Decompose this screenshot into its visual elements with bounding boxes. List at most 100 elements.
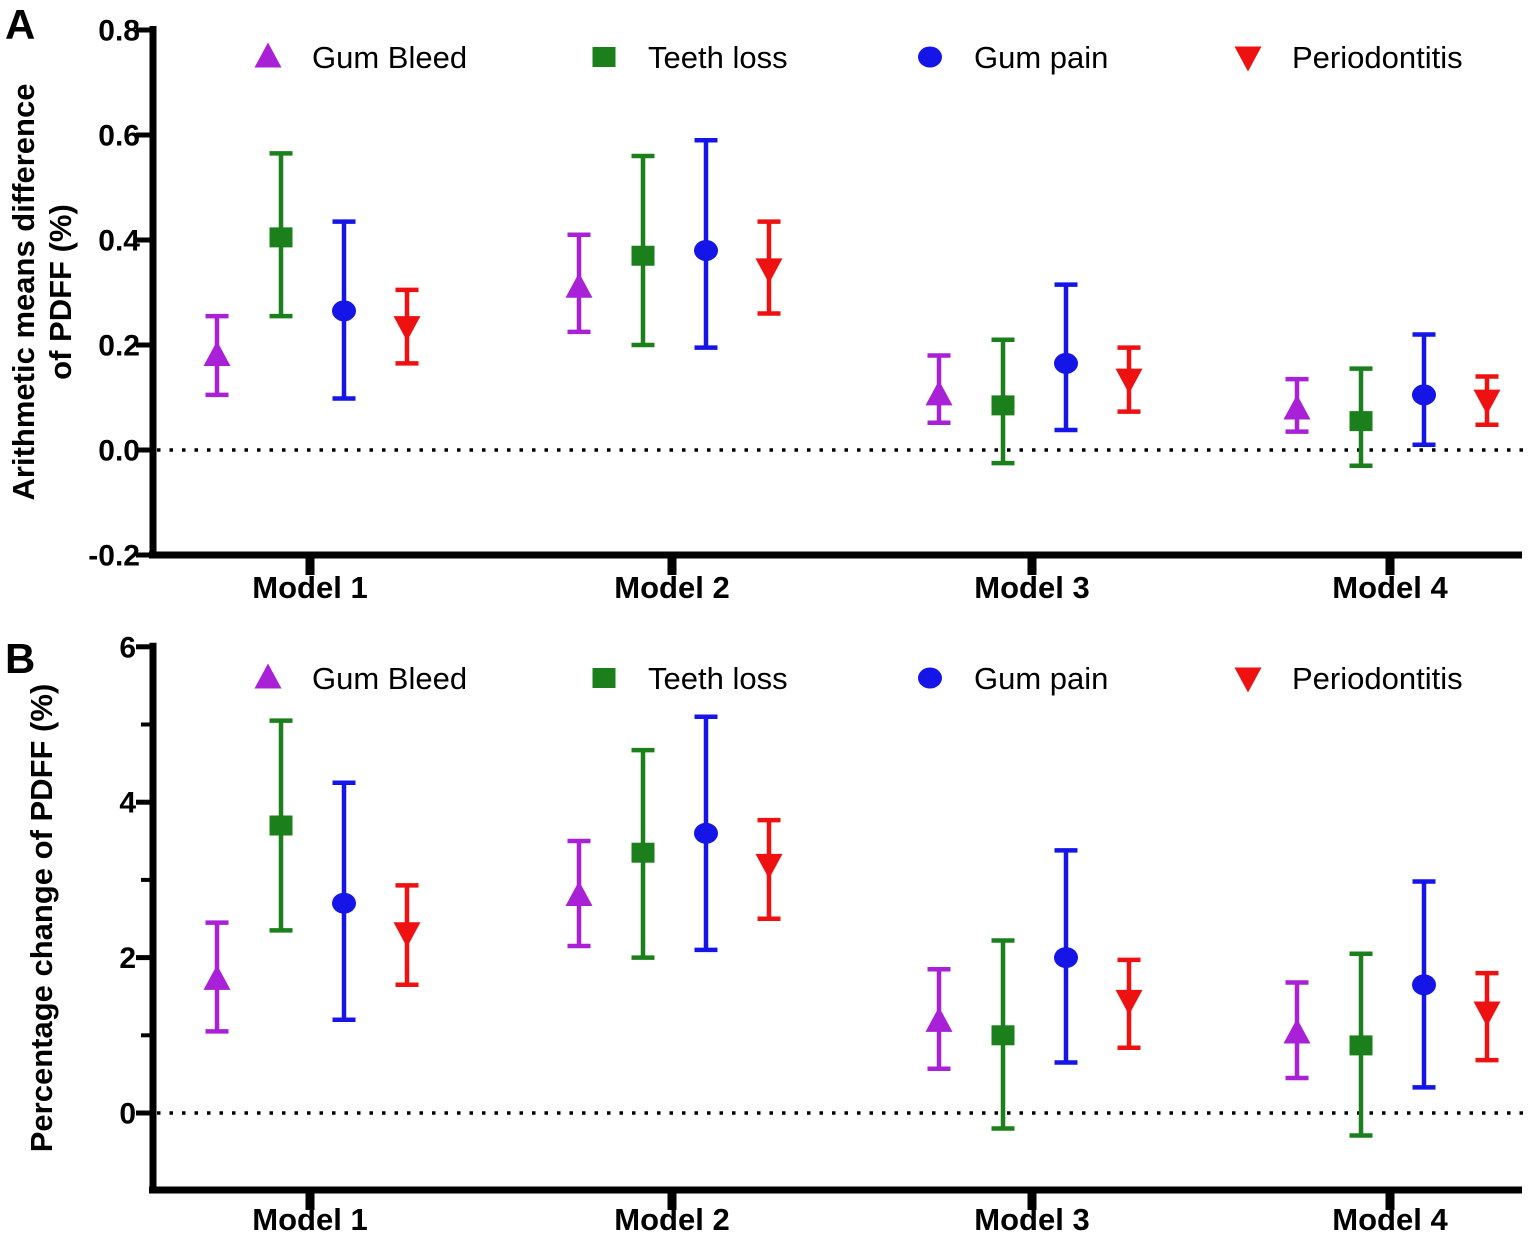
legend-item: Gum pain <box>918 661 1108 696</box>
errorbar-panelB-model3-series2 <box>991 938 1015 1131</box>
point-marker-triangle-up <box>925 1006 953 1032</box>
errorbar-panelB-model4-series2 <box>1349 951 1373 1138</box>
legend-label: Gum pain <box>974 40 1108 75</box>
y-tick-label: 0.2 <box>98 330 140 363</box>
point-marker-circle <box>1054 352 1078 374</box>
point-marker-square <box>269 815 293 836</box>
errorbar-panelA-model3-series2 <box>991 337 1015 466</box>
point-marker-triangle-up <box>1283 394 1311 420</box>
point-marker-circle <box>1412 974 1436 996</box>
legend-item: Gum Bleed <box>254 661 467 696</box>
errorbar-panelB-model1-series1 <box>203 920 231 1034</box>
point-marker-triangle-up <box>565 880 593 906</box>
point-marker-triangle-up <box>1283 1018 1311 1044</box>
errorbar-panelA-model2-series1 <box>565 232 593 335</box>
errorbar-panelA-model3-series1 <box>925 353 953 425</box>
legend-item: Teeth loss <box>592 661 788 696</box>
errorbar-panelB-model3-series3 <box>1054 848 1078 1065</box>
point-marker-square <box>1349 1035 1373 1056</box>
point-marker-square <box>631 842 655 863</box>
point-marker-triangle-down <box>755 258 783 284</box>
point-marker-circle <box>694 822 718 844</box>
panel-a-label: A <box>5 1 36 48</box>
x-category-label: Model 2 <box>614 1202 729 1236</box>
errorbar-panelB-model2-series1 <box>565 838 593 949</box>
legend-circle-icon <box>918 46 942 68</box>
y-axis-title: Arithmetic means difference <box>6 84 41 501</box>
errorbar-panelB-model2-series3 <box>694 714 718 953</box>
errorbar-panelA-model1-series2 <box>269 151 293 319</box>
y-tick-label: 0.8 <box>98 15 140 48</box>
y-tick-label: 0.4 <box>98 225 140 258</box>
point-marker-square <box>991 1025 1015 1046</box>
legend-label: Periodontitis <box>1292 40 1463 75</box>
errorbar-panelA-model4-series2 <box>1349 366 1373 468</box>
errorbar-panelB-model4-series1 <box>1283 980 1311 1081</box>
x-category-label: Model 4 <box>1332 1202 1448 1236</box>
legend-item: Periodontitis <box>1234 40 1463 75</box>
legend-label: Teeth loss <box>648 661 788 696</box>
y-tick-label: 0 <box>119 1098 136 1131</box>
errorbar-panelA-model4-series3 <box>1412 332 1436 447</box>
errorbar-panelA-model2-series2 <box>631 153 655 348</box>
point-marker-circle <box>694 240 718 261</box>
point-marker-triangle-down <box>1473 389 1501 415</box>
point-marker-square <box>1349 411 1373 432</box>
legend-square-icon <box>592 47 616 67</box>
point-marker-triangle-down <box>755 853 783 879</box>
point-marker-circle <box>1412 384 1436 406</box>
errorbar-panelA-model3-series4 <box>1115 345 1143 414</box>
point-marker-triangle-up <box>925 380 953 406</box>
point-marker-circle <box>332 892 356 914</box>
point-marker-square <box>269 227 293 248</box>
point-marker-square <box>631 245 655 266</box>
errorbar-panelA-model1-series1 <box>203 313 231 398</box>
errorbar-panelB-model2-series2 <box>631 747 655 960</box>
errorbar-panelB-model4-series4 <box>1473 970 1501 1063</box>
x-category-label: Model 1 <box>252 1202 367 1236</box>
point-marker-triangle-down <box>1473 1001 1501 1027</box>
point-marker-triangle-down <box>393 922 421 948</box>
y-tick-label: 6 <box>119 631 136 664</box>
x-category-label: Model 3 <box>974 1202 1089 1236</box>
y-tick-label: 0.0 <box>98 435 140 468</box>
panel-a: 0.8 0.6 0.4 0.2 0.0 -0.2 Model 1 Model 2 Model 3… <box>6 15 1528 605</box>
x-category-label: Model 3 <box>974 570 1089 605</box>
legend-item: Gum pain <box>918 40 1108 75</box>
legend-triangle-up-icon <box>254 42 282 68</box>
y-tick-label: -0.2 <box>88 540 140 573</box>
point-marker-triangle-up <box>565 272 593 298</box>
errorbar-panelB-model3-series4 <box>1115 957 1143 1050</box>
errorbar-panelB-model1-series4 <box>393 883 421 988</box>
panel-b-label: B <box>5 635 36 682</box>
x-category-label: Model 1 <box>252 570 367 605</box>
point-marker-triangle-down <box>1115 989 1143 1015</box>
legend-label: Gum Bleed <box>312 40 467 75</box>
legend-label: Gum Bleed <box>312 661 467 696</box>
legend-square-icon <box>592 668 616 688</box>
legend-label: Teeth loss <box>648 40 788 75</box>
errorbar-panelA-model4-series1 <box>1283 376 1311 434</box>
y-tick-label: 0.6 <box>98 120 140 153</box>
errorbar-panelA-model2-series3 <box>694 138 718 350</box>
point-marker-circle <box>332 300 356 322</box>
x-category-label: Model 2 <box>614 570 729 605</box>
errorbar-panelA-model4-series4 <box>1473 374 1501 428</box>
legend-triangle-down-icon <box>1234 667 1262 693</box>
legend-item: Periodontitis <box>1234 661 1463 696</box>
point-marker-triangle-down <box>393 316 421 342</box>
panel-b: 6 4 2 0 Model 1 Model 2 Model 3 Model 4 Percenta… <box>24 631 1528 1236</box>
errorbar-panelB-model3-series1 <box>925 967 953 1071</box>
y-axis-title: of PDFF (%) <box>43 204 78 380</box>
errorbar-panelB-model1-series3 <box>332 780 356 1023</box>
errorbar-panelA-model1-series3 <box>332 219 356 401</box>
y-tick-label: 2 <box>119 942 136 975</box>
errorbar-panelA-model1-series4 <box>393 287 421 366</box>
point-marker-circle <box>1054 947 1078 969</box>
point-marker-triangle-up <box>203 964 231 990</box>
y-axis-title: Percentage change of PDFF (%) <box>24 684 59 1153</box>
point-marker-square <box>991 395 1015 416</box>
errorbar-panelA-model3-series3 <box>1054 282 1078 433</box>
